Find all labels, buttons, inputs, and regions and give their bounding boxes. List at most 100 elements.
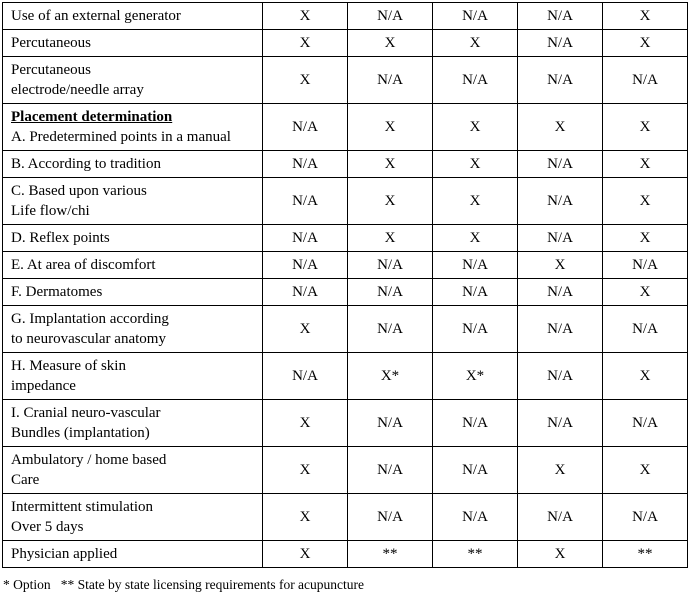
value-cell: N/A <box>517 352 603 400</box>
value-cell: ** <box>602 540 688 568</box>
value-cell: N/A <box>602 305 688 353</box>
value-cell: N/A <box>517 493 603 541</box>
row-label: Physician applied <box>2 540 263 568</box>
row-label: Use of an external generator <box>2 2 263 30</box>
value-cell: X <box>602 2 688 30</box>
row-label: H. Measure of skin impedance <box>2 352 263 400</box>
row-label: C. Based upon various Life flow/chi <box>2 177 263 225</box>
table-row: Placement determination A. Predetermined … <box>2 103 688 151</box>
value-cell: X <box>602 29 688 57</box>
row-label-text: Ambulatory / home based <box>11 452 167 468</box>
value-cell: X <box>262 305 348 353</box>
value-cell: X <box>517 446 603 494</box>
row-label-text: Percutaneous <box>11 62 91 78</box>
value-cell: X <box>432 29 518 57</box>
value-cell: N/A <box>347 493 433 541</box>
row-label-text: E. At area of discomfort <box>11 257 156 273</box>
row-label-text: Use of an external generator <box>11 8 181 24</box>
table-row: Use of an external generator X N/A N/A N/A X <box>2 2 688 30</box>
row-label: Ambulatory / home based Care <box>2 446 263 494</box>
row-label-text: A. Predetermined points in a manual <box>11 129 231 145</box>
row-label: Placement determination A. Predetermined … <box>2 103 263 151</box>
row-label: Percutaneous electrode/needle array <box>2 56 263 104</box>
table-row: C. Based upon various Life flow/chi N/A X X N… <box>2 177 688 225</box>
value-cell: N/A <box>432 278 518 306</box>
table-row: Physician applied X ** ** X ** <box>2 540 688 568</box>
value-cell: X <box>262 29 348 57</box>
value-cell: N/A <box>262 278 348 306</box>
value-cell: N/A <box>602 56 688 104</box>
value-cell: N/A <box>432 493 518 541</box>
value-cell: X <box>517 103 603 151</box>
value-cell: X* <box>347 352 433 400</box>
row-label-text: impedance <box>11 378 76 394</box>
table-row: E. At area of discomfort N/A N/A N/A X N/A <box>2 251 688 279</box>
row-label-text: B. According to tradition <box>11 156 161 172</box>
table-row: Percutaneous X X X N/A X <box>2 29 688 57</box>
value-cell: X <box>347 224 433 252</box>
value-cell: N/A <box>517 56 603 104</box>
row-label: F. Dermatomes <box>2 278 263 306</box>
value-cell: X <box>602 177 688 225</box>
value-cell: N/A <box>517 177 603 225</box>
value-cell: X <box>432 103 518 151</box>
value-cell: N/A <box>432 446 518 494</box>
value-cell: N/A <box>517 150 603 178</box>
table-row: D. Reflex points N/A X X N/A X <box>2 224 688 252</box>
row-label: G. Implantation according to neurovascula… <box>2 305 263 353</box>
value-cell: X <box>347 177 433 225</box>
value-cell: X <box>347 150 433 178</box>
value-cell: X <box>602 103 688 151</box>
value-cell: X <box>602 224 688 252</box>
row-label-text: Percutaneous <box>11 35 91 51</box>
row-label-text: Over 5 days <box>11 519 84 535</box>
row-label-text: Intermittent stimulation <box>11 499 154 515</box>
value-cell: N/A <box>347 56 433 104</box>
value-cell: X <box>432 177 518 225</box>
row-label-text: G. Implantation according <box>11 311 169 327</box>
value-cell: X <box>262 540 348 568</box>
row-label-text: Bundles (implantation) <box>11 425 150 441</box>
value-cell: N/A <box>262 224 348 252</box>
table-row: Percutaneous electrode/needle array X N/A N/… <box>2 56 688 104</box>
value-cell: X <box>602 446 688 494</box>
value-cell: N/A <box>262 150 348 178</box>
row-label-text: D. Reflex points <box>11 230 110 246</box>
value-cell: N/A <box>432 305 518 353</box>
value-cell: N/A <box>517 399 603 447</box>
row-label: Percutaneous <box>2 29 263 57</box>
row-label-text: F. Dermatomes <box>11 284 103 300</box>
value-cell: N/A <box>432 399 518 447</box>
value-cell: X <box>262 56 348 104</box>
value-cell: N/A <box>347 251 433 279</box>
row-label: D. Reflex points <box>2 224 263 252</box>
row-label-text: Life flow/chi <box>11 203 90 219</box>
value-cell: N/A <box>347 278 433 306</box>
row-label-text: H. Measure of skin <box>11 358 126 374</box>
value-cell: X <box>262 493 348 541</box>
value-cell: X* <box>432 352 518 400</box>
table-row: Ambulatory / home based Care X N/A N/A X X <box>2 446 688 494</box>
value-cell: X <box>347 103 433 151</box>
value-cell: N/A <box>517 224 603 252</box>
value-cell: X <box>602 150 688 178</box>
value-cell: X <box>262 399 348 447</box>
table-row: H. Measure of skin impedance N/A X* X* N/A X <box>2 352 688 400</box>
row-label-text: C. Based upon various <box>11 183 147 199</box>
value-cell: N/A <box>347 399 433 447</box>
value-cell: X <box>432 224 518 252</box>
value-cell: ** <box>432 540 518 568</box>
value-cell: X <box>602 352 688 400</box>
value-cell: X <box>517 251 603 279</box>
value-cell: X <box>517 540 603 568</box>
row-label: Intermittent stimulation Over 5 days <box>2 493 263 541</box>
row-label-text: to neurovascular anatomy <box>11 331 166 347</box>
value-cell: N/A <box>517 29 603 57</box>
row-label-text: I. Cranial neuro-vascular <box>11 405 161 421</box>
value-cell: N/A <box>347 305 433 353</box>
value-cell: N/A <box>517 305 603 353</box>
value-cell: N/A <box>262 251 348 279</box>
value-cell: N/A <box>602 399 688 447</box>
value-cell: ** <box>347 540 433 568</box>
